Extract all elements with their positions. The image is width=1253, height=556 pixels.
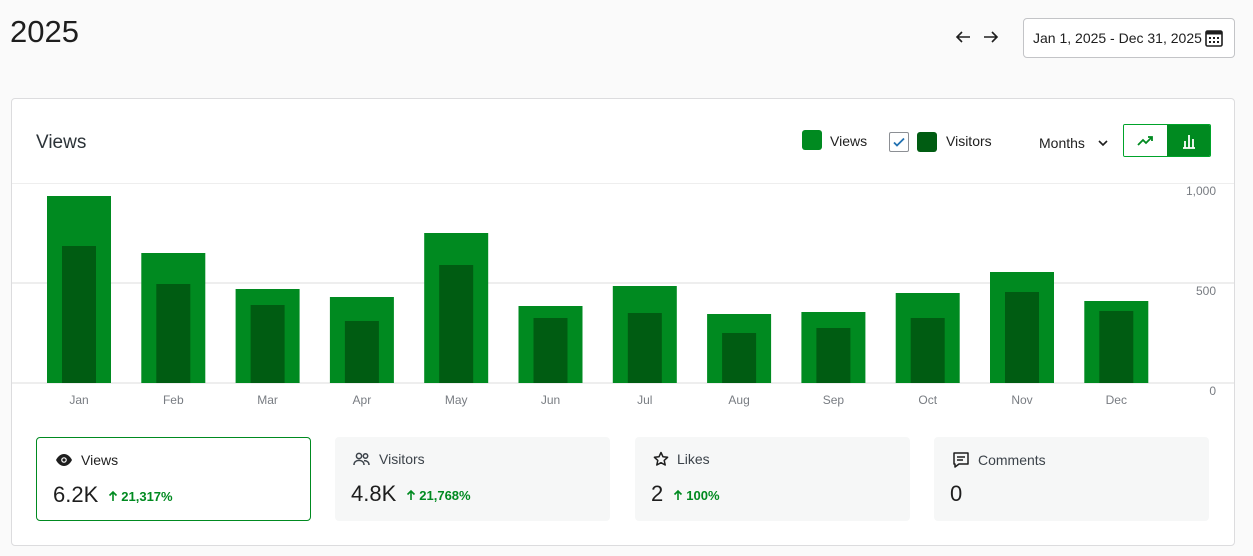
comment-icon (952, 451, 970, 469)
bar-visitors-jul[interactable] (627, 313, 662, 383)
bar-visitors-aug[interactable] (722, 333, 757, 383)
card-title: Views (36, 132, 87, 153)
stat-change: 21,317% (108, 488, 173, 504)
stat-body: 0 (950, 481, 962, 507)
arrow-up-icon (674, 489, 683, 500)
bar-chart-button[interactable] (1167, 125, 1210, 156)
x-tick-label: Nov (1011, 393, 1032, 407)
stat-header: Likes (653, 451, 710, 467)
previous-period-button[interactable] (952, 26, 974, 48)
y-tick-label: 500 (1196, 284, 1216, 298)
stat-label: Comments (978, 452, 1046, 468)
stats-card: Views Views Visitors Months 0 500 1,000 Jan… (11, 98, 1235, 546)
x-tick-label: Feb (163, 393, 184, 407)
x-tick-label: Aug (728, 393, 749, 407)
bar-visitors-jun[interactable] (533, 318, 568, 383)
stat-card-likes[interactable]: Likes 2 100% (635, 437, 910, 521)
star-icon (653, 451, 669, 467)
stat-value: 0 (950, 481, 963, 506)
bar-visitors-sep[interactable] (816, 328, 851, 383)
bar-visitors-apr[interactable] (344, 321, 379, 383)
stat-change-value: 100% (686, 487, 720, 503)
bar-visitors-mar[interactable] (250, 305, 285, 383)
stat-change: 21,768% (406, 487, 471, 503)
stat-body: 6.2K 21,317% (53, 482, 173, 508)
views-bar-chart: 0 500 1,000 Jan Feb Mar Apr May Jun Jul Aug Sep Oct N… (12, 183, 1234, 407)
arrow-up-icon (109, 490, 118, 501)
page-title: 2025 (10, 14, 79, 49)
arrow-up-icon (407, 489, 416, 500)
x-tick-label: Oct (918, 393, 937, 407)
bar-visitors-nov[interactable] (1005, 292, 1039, 383)
stat-change-value: 21,317% (121, 488, 173, 504)
arrow-right-icon (984, 31, 999, 43)
bar-visitors-jan[interactable] (62, 246, 96, 383)
trending-up-icon (1136, 135, 1153, 146)
x-tick-label: Jan (69, 393, 88, 407)
date-range-label: Jan 1, 2025 - Dec 31, 2025 (1033, 30, 1202, 46)
y-tick-label: 0 (1209, 384, 1216, 398)
date-range-picker[interactable]: Jan 1, 2025 - Dec 31, 2025 (1023, 18, 1235, 58)
stat-card-comments[interactable]: Comments 0 (934, 437, 1209, 521)
visitors-checkbox[interactable] (889, 132, 909, 152)
next-period-button[interactable] (980, 26, 1002, 48)
stat-card-visitors[interactable]: Visitors 4.8K 21,768% (335, 437, 610, 521)
x-tick-label: Apr (353, 393, 372, 407)
stat-value: 2 (651, 481, 664, 506)
stat-header: Comments (952, 451, 1046, 469)
stat-header: Visitors (353, 451, 425, 467)
x-tick-label: Jun (541, 393, 560, 407)
calendar-icon (1205, 30, 1223, 47)
bar-visitors-oct[interactable] (910, 318, 945, 383)
period-select-label: Months (1039, 135, 1085, 151)
stat-card-views[interactable]: Views 6.2K 21,317% (36, 437, 311, 521)
stat-change: 100% (673, 487, 720, 503)
x-tick-label: Mar (257, 393, 278, 407)
stat-body: 4.8K 21,768% (351, 481, 471, 507)
stat-body: 2 100% (651, 481, 720, 507)
checkmark-icon (893, 137, 905, 147)
eye-icon (55, 453, 73, 467)
stat-label: Views (81, 452, 119, 468)
x-tick-label: Dec (1106, 393, 1127, 407)
people-icon (353, 452, 371, 466)
stat-value: 6.2K (53, 482, 99, 507)
legend-swatch-views (802, 130, 822, 150)
stat-value: 4.8K (351, 481, 397, 506)
bar-visitors-feb[interactable] (156, 284, 191, 383)
x-tick-label: Sep (823, 393, 845, 407)
legend-label-visitors: Visitors (946, 133, 992, 149)
bar-visitors-dec[interactable] (1099, 311, 1134, 383)
period-select[interactable]: Months (1039, 132, 1109, 154)
line-chart-button[interactable] (1124, 125, 1167, 156)
chevron-down-icon (1098, 140, 1108, 147)
legend-swatch-visitors (917, 132, 937, 152)
x-tick-label: May (445, 393, 468, 407)
arrow-left-icon (955, 31, 970, 43)
stat-label: Likes (677, 451, 710, 467)
stat-header: Views (55, 452, 118, 468)
x-tick-label: Jul (637, 393, 652, 407)
bar-visitors-may[interactable] (439, 265, 474, 383)
chart-type-toggle (1123, 124, 1211, 157)
stat-label: Visitors (379, 451, 425, 467)
bar-chart-icon (1182, 134, 1195, 149)
y-tick-label: 1,000 (1186, 184, 1216, 198)
legend-label-views: Views (830, 133, 868, 149)
stat-change-value: 21,768% (419, 487, 471, 503)
